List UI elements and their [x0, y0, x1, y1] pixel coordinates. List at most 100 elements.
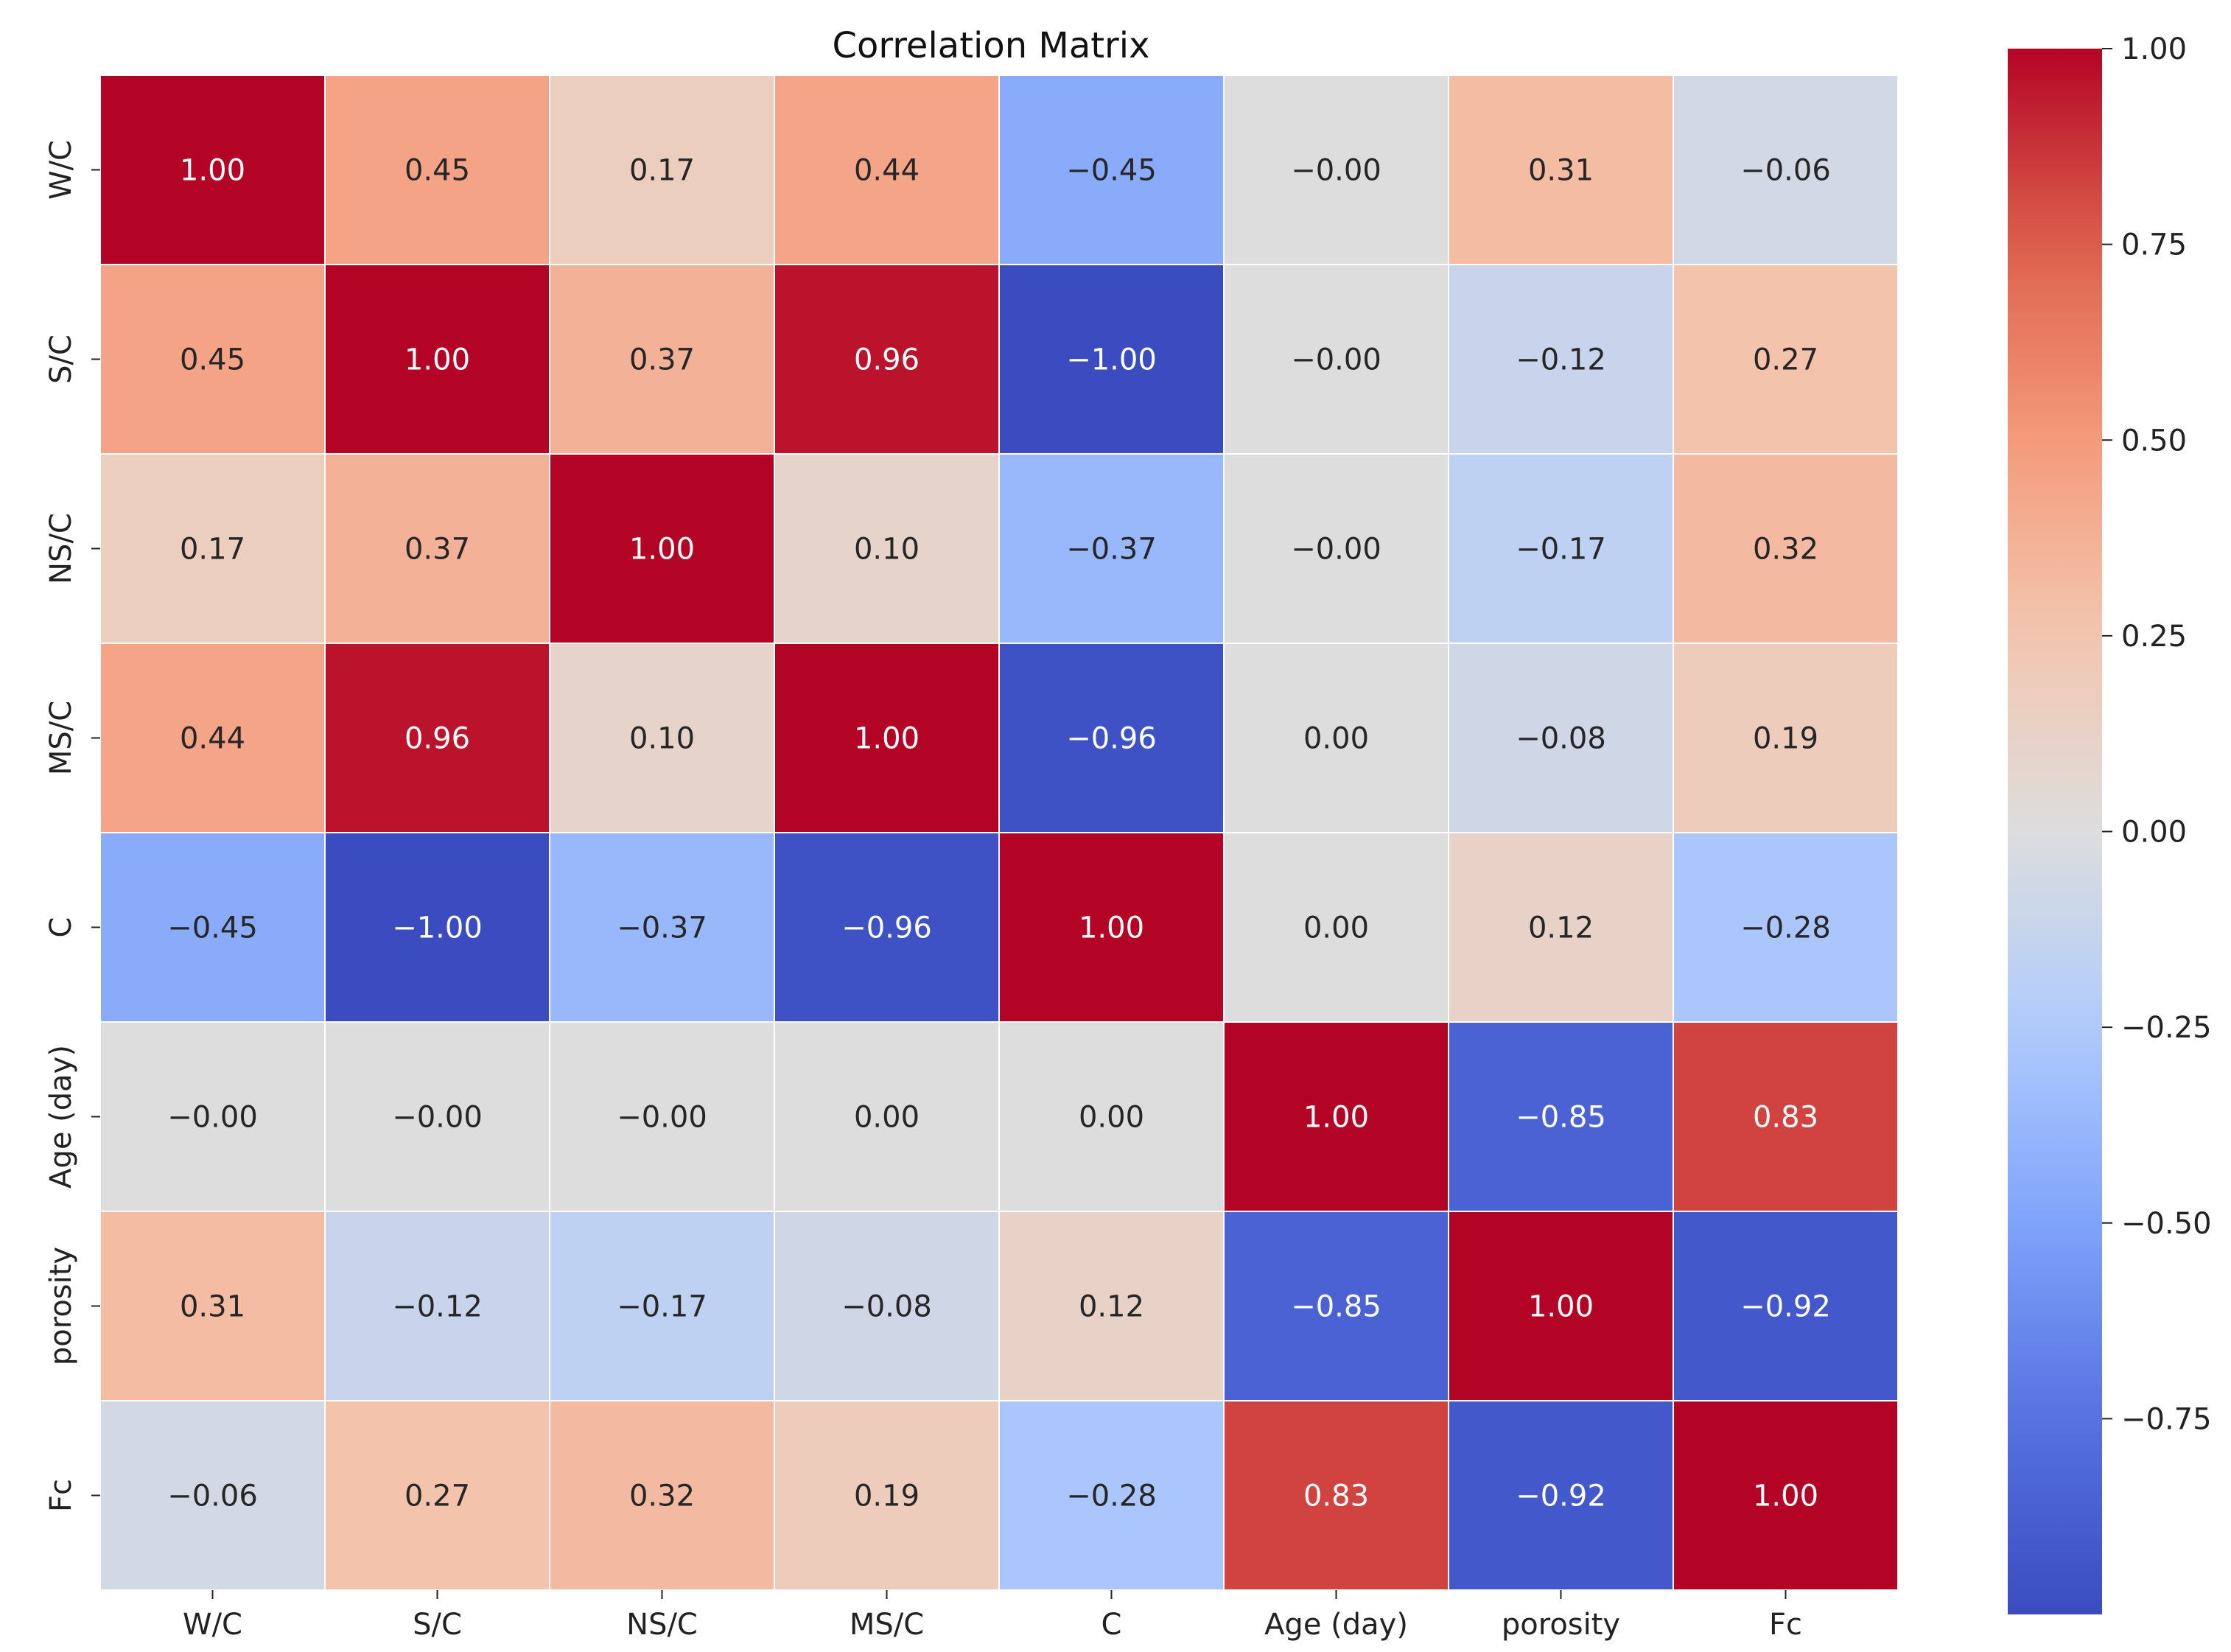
heatmap-cell [1448, 1021, 1674, 1212]
heatmap-cell [99, 453, 326, 644]
heatmap-cell [549, 1021, 775, 1212]
cell-value-label: 0.10 [854, 533, 920, 567]
cell-value-label: 0.00 [1079, 1101, 1144, 1135]
heatmap-cell [549, 832, 775, 1023]
cell-value-label: −0.00 [392, 1101, 483, 1135]
heatmap-cell [1223, 264, 1449, 455]
x-tick-label: S/C [413, 1608, 462, 1642]
cell-value-label: −0.17 [617, 1290, 707, 1324]
colorbar-tick-label: −0.75 [2121, 1402, 2212, 1436]
cell-value-label: 0.00 [1303, 911, 1369, 945]
y-tick-label: W/C [44, 140, 78, 200]
heatmap-cell-labels: 1.00 0.45 0.17 0.44 −0.45 −0.00 0.31 −0.06 0.45 1… [167, 154, 1831, 1513]
heatmap-cell [1223, 1400, 1449, 1591]
x-tick-label: MS/C [850, 1608, 924, 1642]
cell-value-label: −0.17 [1516, 533, 1606, 567]
cell-value-label: 0.32 [629, 1480, 695, 1513]
cell-value-label: 0.00 [854, 1101, 920, 1135]
cell-value-label: 0.37 [629, 343, 695, 377]
heatmap-cell [99, 643, 326, 833]
y-tick-label: Fc [44, 1479, 78, 1512]
heatmap-cell [549, 74, 775, 265]
cell-value-label: 0.45 [180, 343, 245, 377]
cell-value-label: −0.00 [1291, 533, 1381, 567]
x-tick-label: Fc [1769, 1608, 1802, 1642]
heatmap-cell [998, 643, 1225, 833]
heatmap-cell [324, 1211, 550, 1401]
cell-value-label: 0.96 [854, 343, 920, 377]
heatmap-cell [324, 832, 550, 1023]
heatmap-cell [1223, 1211, 1449, 1401]
heatmap-cell [99, 74, 326, 265]
heatmap-cell [774, 264, 1000, 455]
heatmap-cell [1448, 264, 1674, 455]
x-tick-label: W/C [183, 1608, 242, 1642]
cell-value-label: −0.12 [1516, 343, 1606, 377]
cell-value-label: 1.00 [180, 154, 245, 188]
heatmap-cell [1673, 832, 1899, 1023]
cell-value-label: −0.06 [1740, 154, 1831, 188]
y-tick-label: C [44, 917, 78, 938]
heatmap-cell [1673, 453, 1899, 644]
cell-value-label: 0.32 [1753, 533, 1818, 567]
cell-value-label: 0.31 [1528, 154, 1594, 188]
heatmap-cell [774, 453, 1000, 644]
cell-value-label: −0.92 [1740, 1290, 1831, 1324]
cell-value-label: 1.00 [1303, 1101, 1369, 1135]
cell-value-label: −0.00 [617, 1101, 707, 1135]
heatmap-cell [998, 1400, 1225, 1591]
cell-value-label: 0.45 [404, 154, 470, 188]
y-tick-label: MS/C [44, 701, 78, 775]
heatmap-cell [1223, 832, 1449, 1023]
cell-value-label: 0.37 [404, 533, 470, 567]
heatmap-cell [549, 643, 775, 833]
cell-value-label: 0.12 [1079, 1290, 1144, 1324]
cell-value-label: 1.00 [1753, 1480, 1818, 1513]
cell-value-label: −1.00 [392, 911, 483, 945]
cell-value-label: 1.00 [1079, 911, 1144, 945]
colorbar-tick-label: 0.75 [2121, 228, 2187, 262]
cell-value-label: −0.96 [841, 911, 932, 945]
cell-value-label: 0.17 [180, 533, 245, 567]
colorbar: 1.00 0.75 0.50 0.25 0.00 −0.25 −0.50 −0.75 [2008, 32, 2212, 1614]
cell-value-label: 0.44 [854, 154, 920, 188]
heatmap-cell [1448, 453, 1674, 644]
heatmap-cell [1673, 264, 1899, 455]
heatmap-cell [324, 453, 550, 644]
heatmap-cell [324, 74, 550, 265]
cell-value-label: 1.00 [1528, 1290, 1594, 1324]
heatmap-cells [99, 74, 1899, 1591]
y-tick-label: S/C [44, 335, 78, 384]
heatmap-cell [774, 74, 1000, 265]
colorbar-tick-label: 0.50 [2121, 424, 2187, 458]
cell-value-label: −0.00 [1291, 154, 1381, 188]
heatmap-cell [1223, 453, 1449, 644]
cell-value-label: 0.17 [629, 154, 695, 188]
cell-value-label: 0.19 [854, 1480, 920, 1513]
x-tick-label: Age (day) [1264, 1608, 1408, 1642]
heatmap-cell [1673, 1021, 1899, 1212]
cell-value-label: 0.27 [404, 1480, 470, 1513]
x-tick-label: NS/C [626, 1608, 698, 1642]
cell-value-label: 0.31 [180, 1290, 245, 1324]
cell-value-label: 1.00 [854, 722, 920, 756]
y-tick-label: NS/C [44, 513, 78, 584]
y-axis: W/C S/C NS/C MS/C C Age (day) porosity Fc [44, 140, 100, 1512]
heatmap-cell [998, 264, 1225, 455]
cell-value-label: −0.28 [1740, 911, 1831, 945]
heatmap-cell [774, 643, 1000, 833]
y-tick-label: porosity [44, 1247, 78, 1365]
cell-value-label: 0.19 [1753, 722, 1818, 756]
cell-value-label: −0.85 [1516, 1101, 1606, 1135]
cell-value-label: −0.45 [167, 911, 258, 945]
heatmap-cell [774, 832, 1000, 1023]
colorbar-tick-label: −0.50 [2121, 1207, 2212, 1241]
cell-value-label: −0.96 [1066, 722, 1157, 756]
heatmap-cell [549, 1400, 775, 1591]
cell-value-label: −0.00 [1291, 343, 1381, 377]
colorbar-tick-label: −0.25 [2121, 1011, 2212, 1045]
chart-title: Correlation Matrix [832, 25, 1149, 66]
cell-value-label: −0.08 [1516, 722, 1606, 756]
cell-value-label: 0.83 [1303, 1480, 1369, 1513]
cell-value-label: −0.92 [1516, 1480, 1606, 1513]
